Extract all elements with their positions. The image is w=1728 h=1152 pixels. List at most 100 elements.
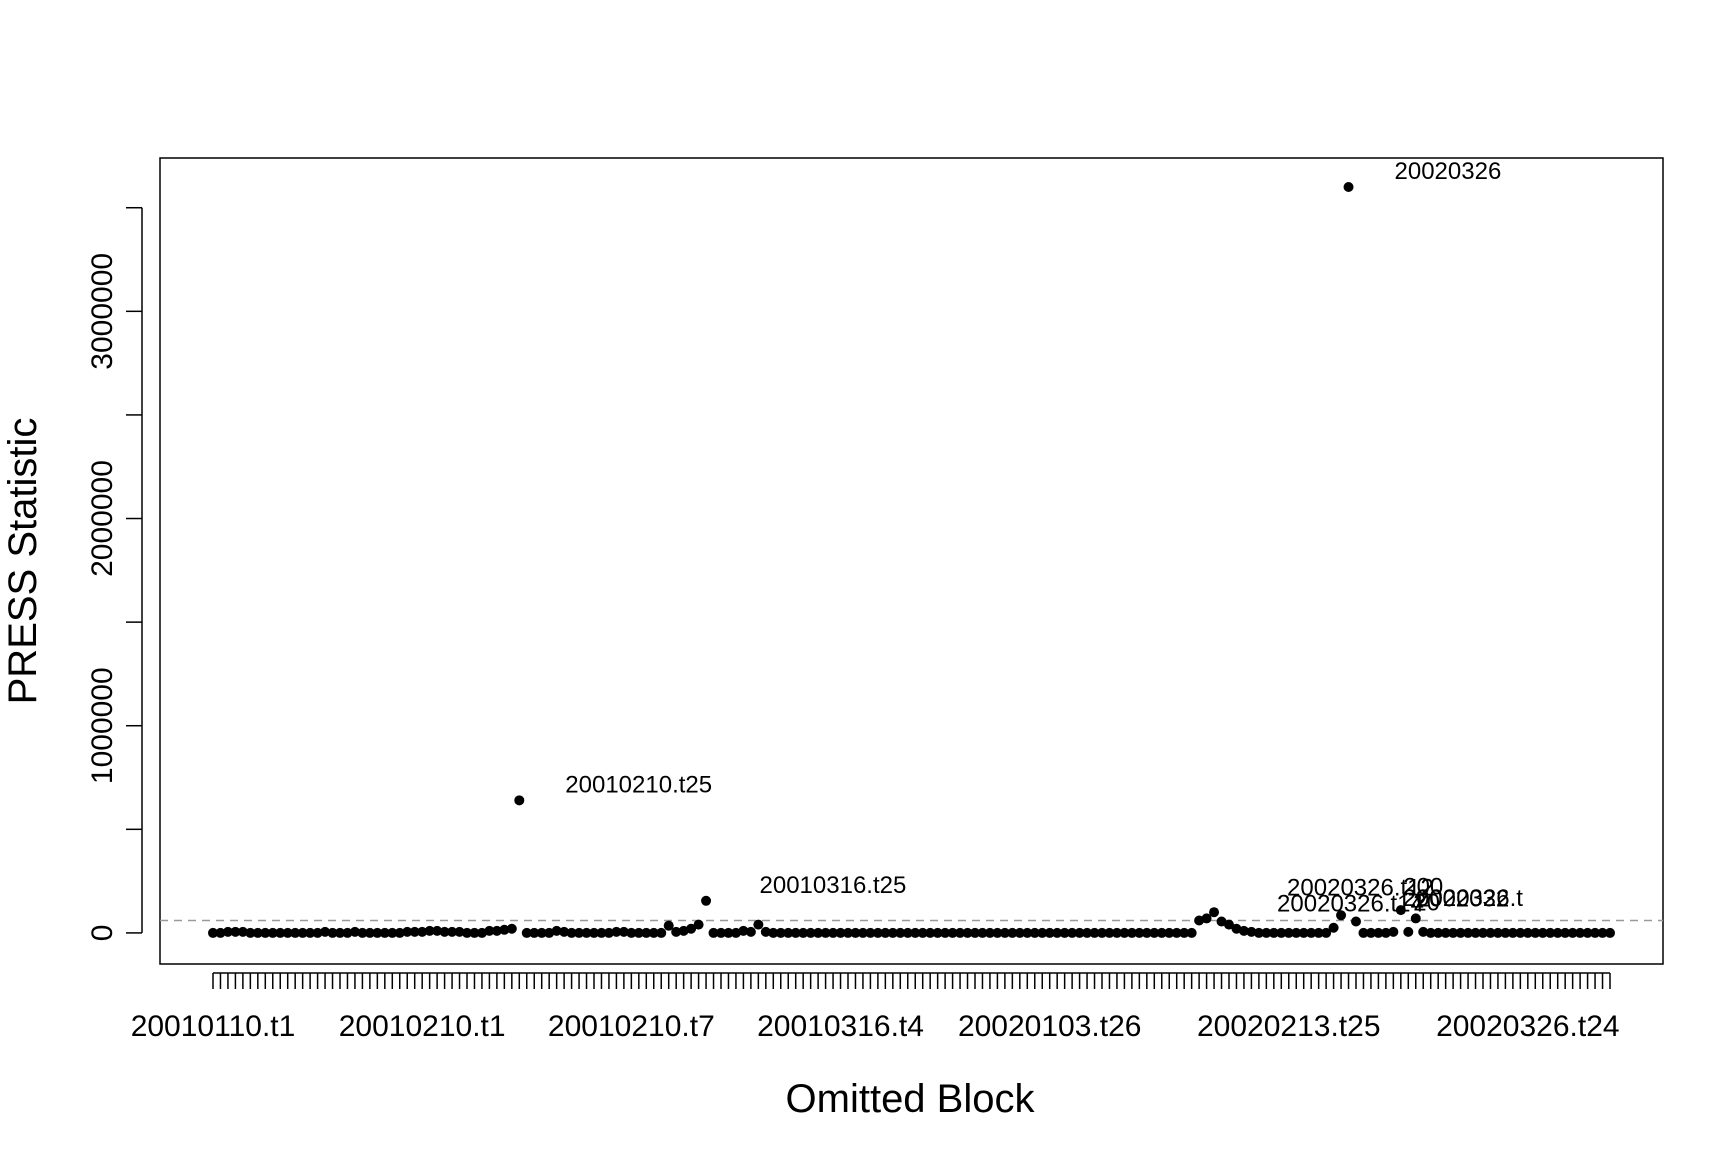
data-point	[222, 926, 233, 937]
data-point	[783, 927, 794, 938]
data-point	[798, 927, 809, 938]
data-point	[1403, 926, 1414, 937]
y-tick-label: 1000000	[86, 667, 119, 784]
data-point	[947, 927, 958, 938]
data-point	[1433, 927, 1444, 938]
data-point	[1395, 905, 1406, 916]
data-point	[925, 927, 936, 938]
data-point	[1052, 927, 1063, 938]
data-point	[1425, 927, 1436, 938]
data-point	[895, 927, 906, 938]
x-tick-label: 20020326.t24	[1436, 1010, 1620, 1043]
data-point	[1141, 927, 1152, 938]
data-point	[1216, 916, 1227, 927]
point-label: 2002032	[1416, 885, 1509, 912]
data-point	[872, 927, 883, 938]
data-point	[850, 927, 861, 938]
data-point	[701, 895, 712, 906]
data-point	[1014, 927, 1025, 938]
data-point	[1448, 927, 1459, 938]
data-point	[753, 919, 764, 930]
data-point	[1470, 927, 1481, 938]
data-point	[618, 926, 629, 937]
point-label: 20010210.t25	[565, 771, 712, 798]
data-point	[499, 924, 510, 935]
data-point	[768, 927, 779, 938]
data-point	[514, 795, 525, 806]
data-point	[1410, 913, 1421, 924]
data-point	[940, 927, 951, 938]
data-point	[1440, 927, 1451, 938]
x-tick-label: 20010210.t1	[339, 1010, 506, 1043]
data-point	[536, 927, 547, 938]
data-point	[335, 927, 345, 938]
data-point	[1298, 927, 1309, 938]
data-point	[1328, 922, 1339, 933]
data-point	[342, 927, 353, 938]
data-point	[745, 926, 756, 937]
data-point	[574, 927, 585, 938]
data-point	[1492, 927, 1503, 938]
x-tick-label: 20010210.t7	[548, 1010, 715, 1043]
data-point	[1089, 927, 1100, 938]
data-point	[349, 926, 360, 937]
data-point	[656, 927, 667, 938]
x-axis-title: Omitted Block	[786, 1077, 1036, 1121]
data-point	[275, 927, 286, 938]
data-points	[208, 182, 1615, 938]
data-point	[387, 927, 398, 938]
data-point	[1067, 927, 1078, 938]
data-point	[245, 927, 256, 938]
data-point	[962, 927, 973, 938]
data-point	[1418, 926, 1429, 937]
data-point	[297, 927, 308, 938]
data-point	[1119, 927, 1130, 938]
data-point	[1515, 927, 1526, 938]
data-point	[1074, 927, 1085, 938]
data-point	[1238, 925, 1249, 936]
data-point	[260, 927, 271, 938]
data-point	[1201, 913, 1212, 924]
data-point	[723, 927, 734, 938]
data-point	[596, 927, 607, 938]
data-point	[1044, 927, 1055, 938]
data-point	[252, 927, 263, 938]
data-point	[1605, 927, 1615, 938]
data-point	[633, 927, 644, 938]
data-point	[372, 927, 383, 938]
data-point	[603, 927, 614, 938]
data-point	[1388, 926, 1399, 937]
data-point	[409, 926, 420, 937]
data-point	[693, 919, 704, 930]
data-point	[977, 927, 988, 938]
data-point	[327, 927, 338, 938]
data-point	[611, 926, 622, 937]
x-tick-label: 20020103.t26	[958, 1010, 1142, 1043]
data-point	[417, 926, 428, 937]
data-point	[1343, 182, 1354, 193]
point-label: 20020326	[1395, 158, 1502, 185]
point-label: 20	[1413, 889, 1440, 916]
data-point	[1590, 927, 1601, 938]
data-point	[820, 927, 831, 938]
data-point	[1126, 927, 1137, 938]
data-point	[992, 927, 1003, 938]
data-point	[1224, 919, 1234, 930]
data-point	[1059, 927, 1070, 938]
data-point	[626, 927, 637, 938]
data-point	[716, 927, 726, 938]
point-label: 20020326.t14	[1277, 890, 1424, 917]
point-labels: 20010210.t25 20010316.t25 20020326 20020326…	[565, 158, 1523, 917]
data-point	[1082, 927, 1093, 938]
data-point	[917, 927, 928, 938]
data-point	[1186, 927, 1197, 938]
data-point	[1365, 927, 1376, 938]
data-point	[267, 927, 278, 938]
data-point	[955, 927, 966, 938]
y-axis-title: PRESS Statistic	[1, 418, 45, 705]
data-point	[1007, 927, 1018, 938]
data-point	[932, 927, 943, 938]
data-point	[1380, 927, 1391, 938]
data-point	[290, 927, 301, 938]
data-point	[641, 927, 652, 938]
